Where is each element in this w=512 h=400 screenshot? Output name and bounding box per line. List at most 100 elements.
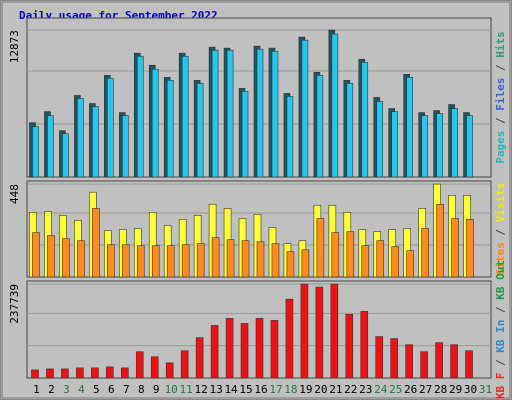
bar (331, 232, 340, 278)
legend-item: Pages (494, 131, 507, 164)
legend: Sites / Visits (494, 183, 507, 276)
x-tick-label: 30 (464, 383, 477, 396)
bar (316, 74, 324, 178)
legend-separator: / (494, 58, 507, 78)
bar (420, 351, 428, 379)
bar (406, 77, 413, 178)
legend-item: KB Out (494, 260, 507, 300)
bar (421, 228, 429, 278)
bar (120, 367, 129, 379)
bar (345, 314, 354, 379)
bar (375, 336, 384, 379)
x-tick-label: 3 (63, 383, 70, 396)
bar (361, 61, 369, 178)
x-tick-label: 24 (374, 383, 388, 396)
x-tick-label: 4 (78, 383, 85, 396)
bar (61, 368, 69, 379)
legend-item: KB In (494, 320, 507, 353)
bar (271, 243, 280, 278)
bar (331, 33, 339, 178)
x-tick-label: 28 (434, 383, 447, 396)
x-tick-label: 16 (254, 383, 267, 396)
bar (466, 219, 474, 278)
bar (136, 55, 144, 178)
bar (165, 362, 174, 379)
bar (32, 126, 39, 178)
legend-item: Sites (494, 242, 507, 275)
bar (436, 113, 443, 178)
bar (211, 237, 220, 278)
x-tick-label: 23 (359, 383, 372, 396)
bar (121, 115, 129, 178)
bar (151, 68, 159, 178)
bar (166, 245, 175, 278)
bar (62, 133, 69, 178)
bar (210, 325, 219, 379)
bar (346, 231, 355, 278)
bar (316, 218, 325, 278)
bar (391, 246, 400, 278)
bar (181, 55, 189, 178)
bar (62, 238, 70, 278)
x-tick-label: 27 (419, 383, 432, 396)
bar (107, 78, 114, 178)
bar (301, 39, 309, 178)
x-tick-label: 12 (195, 383, 208, 396)
x-tick-label: 17 (269, 383, 282, 396)
legend-item: Visits (494, 183, 507, 223)
bar (435, 342, 443, 379)
x-tick-label: 13 (209, 383, 222, 396)
x-tick-label: 26 (404, 383, 417, 396)
x-tick-label: 6 (108, 383, 115, 396)
x-tick-label: 29 (449, 383, 462, 396)
bar (255, 318, 264, 379)
bar (270, 320, 279, 379)
bar (226, 239, 235, 278)
bar (47, 115, 54, 178)
x-tick-label: 31 (479, 383, 492, 396)
bar (241, 240, 250, 278)
bar (376, 101, 384, 178)
x-tick-label: 7 (123, 383, 130, 396)
bar (195, 337, 204, 379)
legend-separator: / (494, 111, 507, 131)
x-tick-label: 21 (329, 383, 342, 396)
bar (47, 235, 55, 278)
bar (256, 48, 264, 178)
bar (256, 241, 265, 278)
legend-separator: / (494, 300, 507, 320)
bar (286, 251, 295, 278)
bar (465, 350, 473, 379)
bar (107, 244, 115, 278)
x-tick-label: 19 (299, 383, 312, 396)
bar (300, 283, 309, 379)
legend-item: Files (494, 78, 507, 111)
y-tick-label: 12873 (8, 30, 21, 63)
x-tick-label: 9 (153, 383, 160, 396)
bar (92, 208, 100, 278)
x-tick-label: 8 (138, 383, 145, 396)
bar (180, 350, 189, 379)
bar (330, 283, 339, 379)
x-tick-label: 15 (239, 383, 252, 396)
bar (271, 50, 279, 178)
bar (77, 240, 85, 278)
bar (136, 245, 145, 278)
legend-separator: / (494, 222, 507, 242)
bar (376, 240, 385, 278)
bar (106, 366, 114, 379)
bar (166, 80, 174, 178)
x-tick-label: 1 (33, 383, 40, 396)
bar (226, 49, 234, 178)
legend: KB F / KB In / KB Out (494, 260, 507, 399)
bar (225, 318, 234, 379)
bar (346, 83, 354, 178)
legend-item: KB F (494, 373, 507, 400)
bar (286, 96, 294, 178)
bar (241, 91, 249, 178)
x-tick-label: 20 (314, 383, 327, 396)
bar (451, 218, 459, 278)
bar (315, 286, 324, 379)
